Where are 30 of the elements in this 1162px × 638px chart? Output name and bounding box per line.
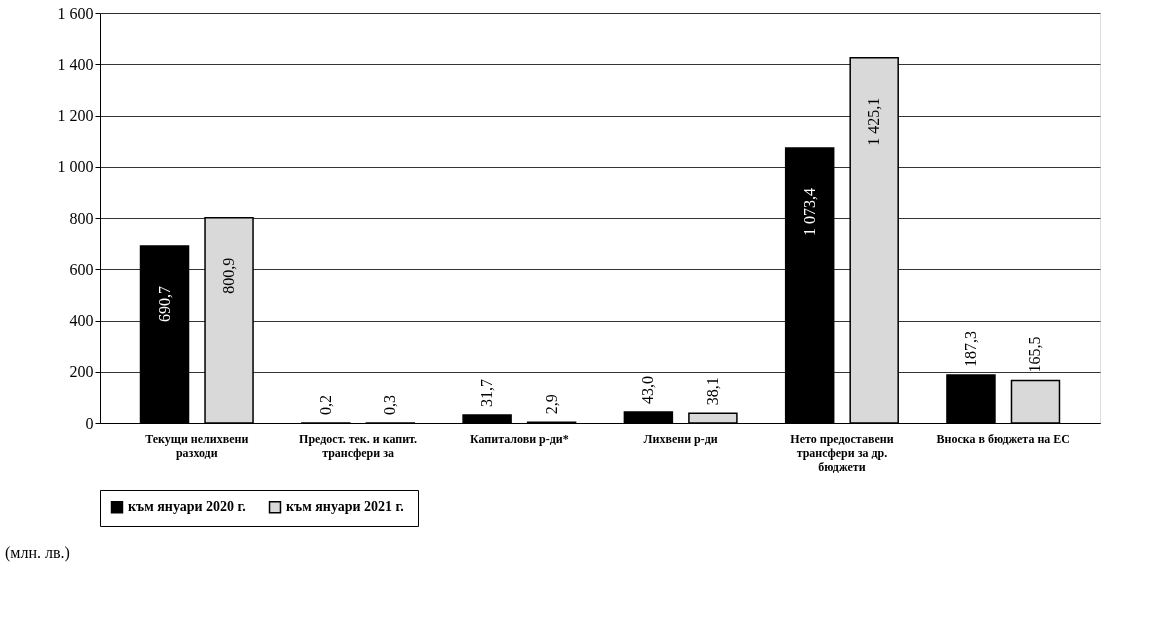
y-tick-label: 200 <box>69 363 94 381</box>
data-label: 165,5 <box>1026 336 1044 373</box>
legend-label: към януари 2021 г. <box>286 499 404 515</box>
y-tick-label: 800 <box>69 209 94 227</box>
legend-label: към януари 2020 г. <box>128 499 246 515</box>
data-label: 187,3 <box>961 331 979 367</box>
data-label: 800,9 <box>220 257 238 294</box>
text: (млн. лв.) <box>5 544 70 562</box>
y-tick-label: 0 <box>85 414 94 432</box>
y-tick-label: 1 200 <box>57 107 94 124</box>
data-label: 43,0 <box>639 375 657 404</box>
data-label: 690,7 <box>155 286 173 323</box>
y-tick-label: 1 000 <box>57 158 94 176</box>
x-tick-label: Предост. тек. и капит. трансфери за <box>299 431 418 460</box>
x-tick-label: Нето предоставени трансфери за др. бюджети <box>790 431 894 474</box>
data-label: 1 425,1 <box>865 97 883 146</box>
data-label: 38,1 <box>703 377 721 406</box>
x-tick-label: Вноска в бюджета на ЕС <box>936 431 1070 446</box>
y-tick-label: 1 400 <box>57 55 94 73</box>
x-tick-label: Текущи нелихвени разходи <box>145 431 249 460</box>
x-tick-label: Капиталови р-ди* <box>469 431 569 446</box>
x-tick-label: Лихвени р-ди <box>643 431 718 446</box>
y-tick-label: 400 <box>69 312 94 329</box>
data-label: 0,3 <box>381 394 399 415</box>
data-label: 31,7 <box>478 378 496 407</box>
data-label: 0,2 <box>316 394 334 415</box>
data-label: 1 073,4 <box>800 187 818 236</box>
data-label: 2,9 <box>542 394 560 415</box>
y-tick-label: 1 600 <box>57 4 94 22</box>
y-tick-label: 600 <box>69 260 94 278</box>
